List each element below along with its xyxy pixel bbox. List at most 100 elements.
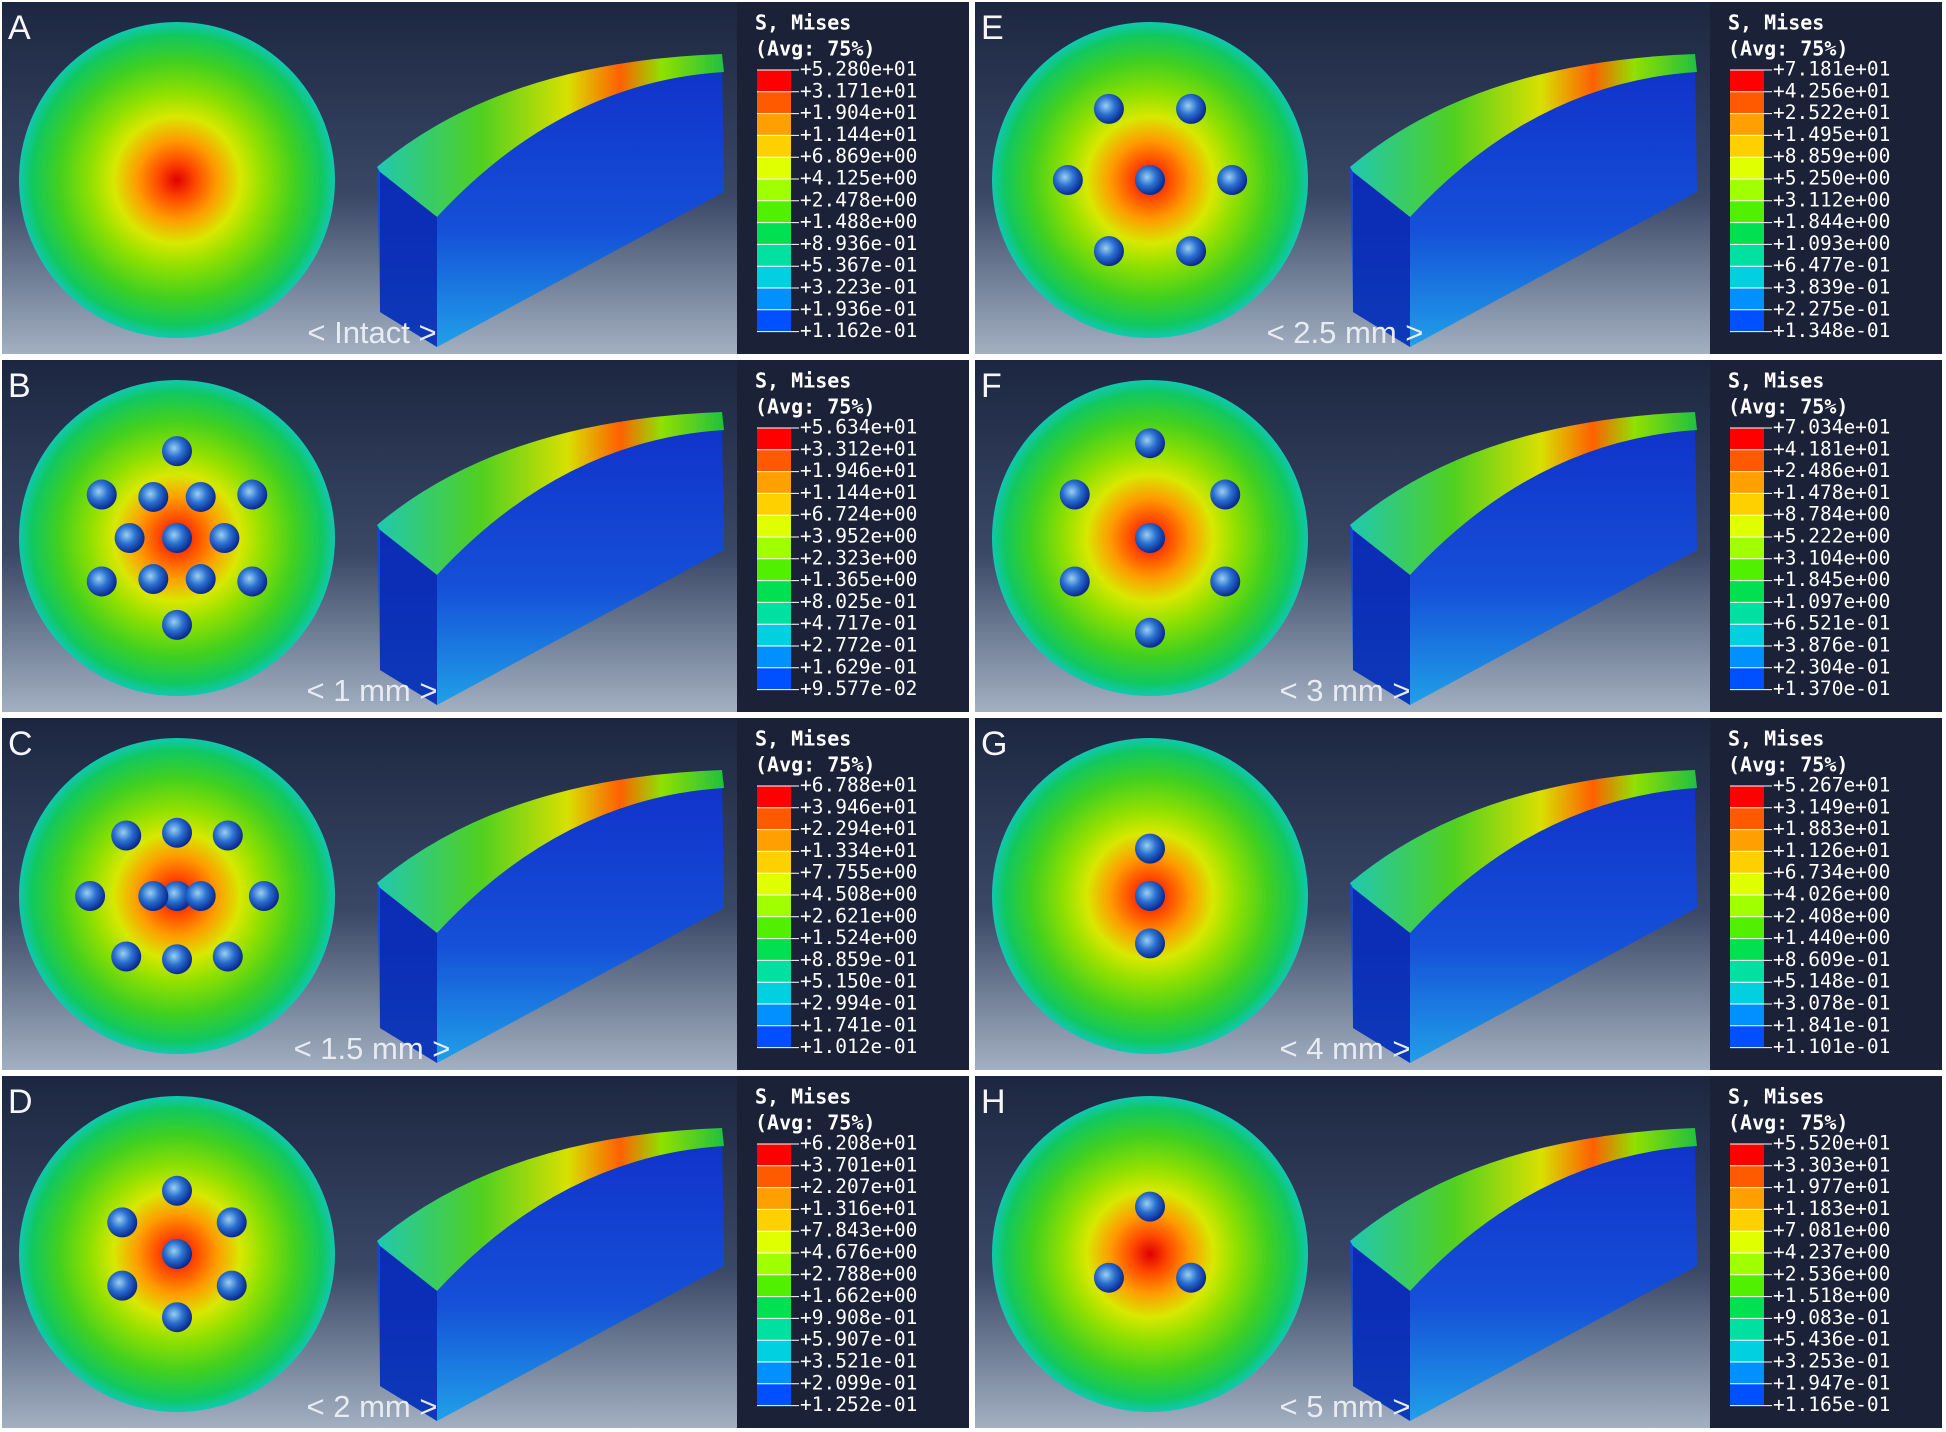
- legend-value: +9.577e-02: [800, 677, 917, 700]
- color-band: [1730, 266, 1764, 288]
- legend-value: +1.518e+00: [1773, 1284, 1890, 1307]
- legend-value: +2.099e-01: [800, 1371, 917, 1394]
- legend-value: +3.223e-01: [800, 276, 917, 299]
- legend-value: +5.436e-01: [1773, 1328, 1890, 1351]
- color-band: [1730, 515, 1764, 537]
- color-band: [1730, 1004, 1764, 1026]
- color-band: [757, 895, 791, 917]
- hole: [1210, 566, 1241, 597]
- legend-value: +5.634e+01: [800, 416, 917, 439]
- color-band: [757, 580, 791, 603]
- legend-value: +1.126e+01: [1773, 839, 1890, 862]
- legend-value: +5.907e-01: [800, 1328, 917, 1351]
- legend-value: +1.977e+01: [1773, 1175, 1890, 1198]
- hole: [209, 523, 240, 553]
- color-band: [1730, 938, 1764, 961]
- section-edge: [380, 172, 437, 347]
- legend-value: +6.521e-01: [1773, 612, 1890, 635]
- legend-value: +1.845e+00: [1773, 568, 1890, 591]
- legend-subtitle: (Avg: 75%): [1728, 37, 1848, 61]
- panel-caption: < 1.5 mm >: [294, 1031, 451, 1066]
- section-top: [1350, 1128, 1697, 1291]
- hole: [111, 820, 142, 851]
- color-band: [1730, 200, 1764, 223]
- legend-value: +5.148e-01: [1773, 970, 1890, 993]
- legend-value: +6.477e-01: [1773, 254, 1890, 277]
- legend-value: +2.522e+01: [1773, 101, 1890, 124]
- legend-value: +3.171e+01: [800, 79, 917, 102]
- legend-title: S, Mises: [1728, 11, 1824, 35]
- hole: [138, 881, 169, 911]
- legend-value: +3.253e-01: [1773, 1350, 1890, 1373]
- legend-value: +1.101e-01: [1773, 1035, 1890, 1058]
- legend-value: +2.275e-01: [1773, 297, 1890, 320]
- section-edge: [380, 1246, 437, 1421]
- legend-value: +3.839e-01: [1773, 276, 1890, 299]
- color-band: [1730, 1165, 1764, 1188]
- color-band: [757, 471, 791, 494]
- legend-subtitle: (Avg: 75%): [755, 37, 875, 61]
- legend-value: +1.012e-01: [800, 1035, 917, 1058]
- color-band: [757, 135, 791, 158]
- panel-label: F: [981, 367, 1002, 405]
- section-edge: [380, 888, 437, 1063]
- color-band: [757, 1231, 791, 1253]
- legend-value: +8.784e+00: [1773, 503, 1890, 526]
- color-band: [757, 786, 791, 808]
- color-band: [1730, 580, 1764, 603]
- hole: [1059, 479, 1090, 510]
- legend-value: +6.869e+00: [800, 145, 917, 168]
- legend-value: +1.946e+01: [800, 459, 917, 482]
- section-top: [377, 770, 724, 933]
- legend-subtitle: (Avg: 75%): [1728, 753, 1848, 777]
- legend-value: +5.520e+01: [1773, 1132, 1890, 1155]
- color-band: [757, 1253, 791, 1275]
- legend-title: S, Mises: [755, 727, 851, 751]
- legend-subtitle: (Avg: 75%): [755, 1111, 875, 1135]
- panel: E< 2.5 mm >S, Mises(Avg: 75%)+7.181e+01+…: [975, 2, 1942, 354]
- color-band: [757, 916, 791, 939]
- section-edge: [1353, 172, 1410, 347]
- legend-value: +7.755e+00: [800, 861, 917, 884]
- hole: [86, 566, 117, 597]
- legend-value: +3.149e+01: [1773, 795, 1890, 818]
- color-band: [1730, 1231, 1764, 1253]
- legend-subtitle: (Avg: 75%): [1728, 395, 1848, 419]
- legend-value: +1.252e-01: [800, 1393, 917, 1416]
- legend-value: +8.025e-01: [800, 590, 917, 613]
- legend-value: +2.994e-01: [800, 992, 917, 1015]
- color-band: [1730, 646, 1764, 668]
- disk-view: [19, 22, 335, 338]
- legend-value: +1.316e+01: [800, 1197, 917, 1220]
- color-band: [757, 1144, 791, 1166]
- color-band: [757, 1362, 791, 1384]
- panel: D< 2 mm >S, Mises(Avg: 75%)+6.208e+01+3.…: [2, 1076, 969, 1428]
- hole: [1176, 236, 1207, 267]
- legend-value: +3.701e+01: [800, 1153, 917, 1176]
- legend-value: +7.843e+00: [800, 1219, 917, 1242]
- hole: [1135, 617, 1165, 648]
- section-top: [377, 412, 724, 575]
- legend-value: +3.312e+01: [800, 437, 917, 460]
- legend-value: +5.280e+01: [800, 58, 917, 81]
- legend-value: +4.026e+00: [1773, 883, 1890, 906]
- legend-value: +6.208e+01: [800, 1132, 917, 1155]
- color-band: [1730, 179, 1764, 201]
- color-band: [757, 222, 791, 245]
- legend-value: +2.478e+00: [800, 188, 917, 211]
- color-band: [1730, 667, 1764, 690]
- hole: [185, 481, 216, 512]
- panel-caption: < 1 mm >: [307, 673, 438, 708]
- panel-caption: < 3 mm >: [1280, 673, 1411, 708]
- legend-value: +1.629e-01: [800, 655, 917, 678]
- color-band: [757, 537, 791, 559]
- legend-value: +1.844e+00: [1773, 210, 1890, 233]
- legend-value: +4.181e+01: [1773, 437, 1890, 460]
- panel-caption: < Intact >: [307, 315, 436, 350]
- hole: [1135, 928, 1165, 959]
- hole: [212, 820, 243, 851]
- color-band: [757, 829, 791, 852]
- legend-value: +6.788e+01: [800, 774, 917, 797]
- legend-value: +3.104e+00: [1773, 546, 1890, 569]
